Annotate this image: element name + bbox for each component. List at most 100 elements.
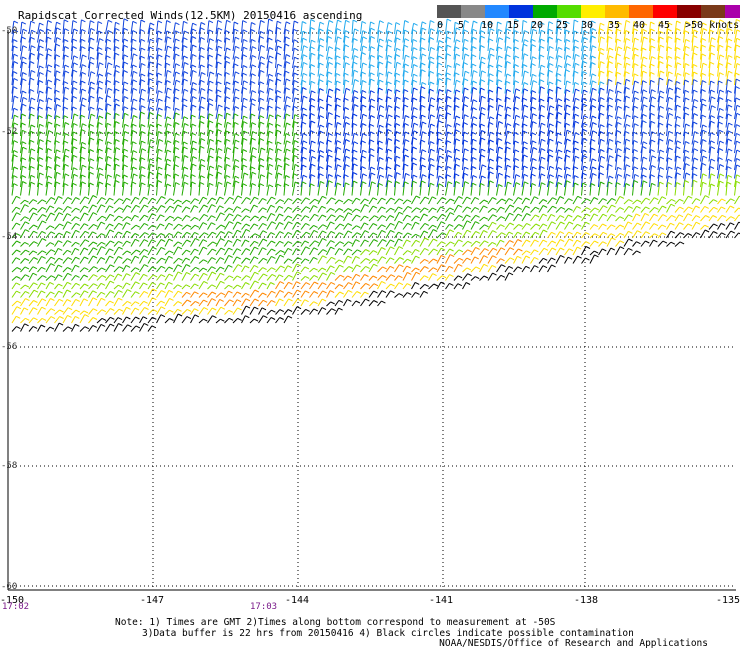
wind-barb xyxy=(334,259,340,264)
wind-barb xyxy=(266,148,270,162)
wind-barb-tick xyxy=(302,113,308,117)
wind-barb-tick xyxy=(353,132,359,136)
wind-barb xyxy=(334,147,338,162)
wind-barb-tick xyxy=(90,95,95,99)
wind-barb-tick xyxy=(293,105,298,109)
wind-barb-tick xyxy=(58,240,63,244)
wind-barb xyxy=(215,247,222,256)
wind-barb-tick xyxy=(539,98,545,102)
wind-barb xyxy=(232,46,236,60)
wind-barb xyxy=(207,248,213,256)
wind-barb-tick xyxy=(506,96,511,100)
wind-barb-tick xyxy=(22,165,27,169)
wind-barb xyxy=(79,274,85,281)
wind-barb xyxy=(198,106,201,120)
wind-barb xyxy=(292,155,295,171)
wind-barb-tick xyxy=(225,156,230,160)
wind-barb-tick xyxy=(183,55,188,59)
wind-barb-tick xyxy=(209,38,214,42)
wind-barb xyxy=(71,20,74,35)
wind-barb xyxy=(717,90,721,103)
wind-barb-tick xyxy=(143,248,149,252)
wind-barb xyxy=(564,104,567,120)
wind-barb-tick xyxy=(339,241,345,245)
wind-barb-tick xyxy=(642,156,648,160)
wind-barb-tick xyxy=(41,238,47,241)
wind-barb xyxy=(37,107,40,120)
wind-barb xyxy=(419,140,422,154)
wind-barb-tick xyxy=(424,275,429,279)
wind-barb-tick xyxy=(169,205,175,209)
wind-barb xyxy=(164,223,170,230)
wind-barb xyxy=(292,198,298,205)
wind-barb xyxy=(521,30,525,43)
wind-barb xyxy=(453,164,457,179)
wind-barb xyxy=(122,198,127,205)
wind-barb-tick xyxy=(467,240,472,244)
wind-barb-tick xyxy=(390,197,396,201)
wind-barb xyxy=(334,174,338,188)
wind-barb xyxy=(504,204,511,213)
wind-barb-tick xyxy=(389,265,395,269)
wind-barb xyxy=(334,115,337,128)
wind-barb-tick xyxy=(194,248,199,252)
wind-barb xyxy=(674,87,678,103)
wind-barb xyxy=(88,255,94,264)
wind-barb-tick xyxy=(330,246,335,250)
wind-barb xyxy=(419,180,423,196)
wind-barb xyxy=(283,175,287,188)
wind-barb-tick xyxy=(90,27,96,31)
wind-barb xyxy=(385,266,391,273)
wind-barb xyxy=(725,104,729,120)
wind-barb xyxy=(700,215,706,222)
wind-barb xyxy=(130,224,137,230)
wind-barb xyxy=(351,113,354,128)
wind-barb xyxy=(156,139,160,154)
wind-barb xyxy=(649,121,652,137)
wind-barb xyxy=(164,198,171,205)
wind-barb-tick xyxy=(212,241,217,245)
wind-barb xyxy=(173,22,176,35)
wind-barb xyxy=(96,107,100,120)
wind-barb-tick xyxy=(438,183,444,187)
wind-barb xyxy=(615,224,621,230)
wind-barb-tick xyxy=(98,30,103,34)
wind-barb xyxy=(113,246,120,256)
wind-barb xyxy=(394,212,400,222)
wind-barb-tick xyxy=(124,112,129,116)
wind-barb-tick xyxy=(81,104,86,107)
wind-barb-tick xyxy=(475,214,480,218)
wind-barb-tick xyxy=(406,265,411,269)
wind-barb xyxy=(385,246,391,256)
wind-barb-tick xyxy=(73,28,79,32)
wind-barb-tick xyxy=(576,246,582,250)
wind-barb-tick xyxy=(600,47,605,51)
wind-barb-tick xyxy=(424,196,430,200)
wind-barb xyxy=(445,224,450,230)
wind-barb xyxy=(598,113,601,128)
wind-barb xyxy=(334,122,338,137)
wind-barb-tick xyxy=(667,46,672,50)
wind-barb xyxy=(198,27,201,43)
wind-barb-tick xyxy=(609,55,614,59)
wind-barb-tick xyxy=(203,213,209,217)
wind-barb-tick xyxy=(13,39,18,42)
wind-barb xyxy=(436,214,443,222)
wind-barb xyxy=(504,231,510,239)
wind-barb-tick xyxy=(313,229,319,233)
wind-barb xyxy=(147,146,150,162)
wind-barb xyxy=(122,155,125,171)
wind-barb-tick xyxy=(319,130,325,134)
wind-barb-tick xyxy=(600,97,605,101)
wind-barb xyxy=(547,130,551,145)
wind-barb xyxy=(572,98,576,111)
wind-barb xyxy=(487,148,491,162)
wind-barb xyxy=(402,97,405,111)
wind-barb-tick xyxy=(305,206,311,210)
wind-barb-tick xyxy=(81,19,86,23)
wind-barb-tick xyxy=(259,121,265,125)
wind-barb-tick xyxy=(693,179,698,183)
wind-barb xyxy=(258,273,264,281)
wind-barb xyxy=(368,131,371,145)
wind-barb-tick xyxy=(30,106,35,110)
